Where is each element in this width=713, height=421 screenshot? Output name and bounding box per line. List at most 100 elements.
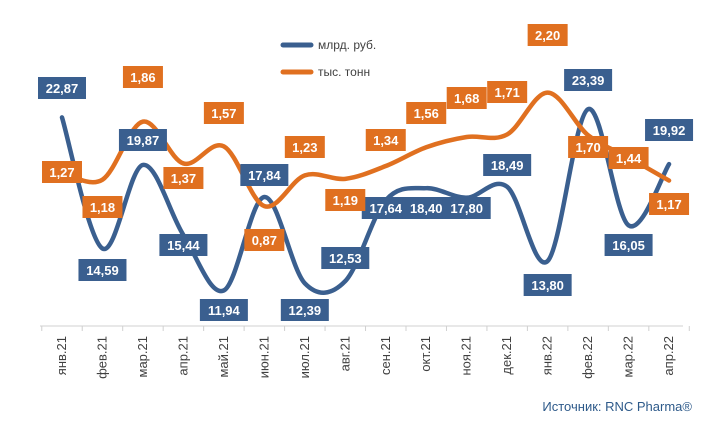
data-label-text: 23,39 xyxy=(572,73,605,88)
data-label: 1,56 xyxy=(406,102,447,124)
data-label-box xyxy=(442,197,491,219)
data-label-box xyxy=(203,102,244,124)
data-label-box xyxy=(284,136,325,158)
x-tick-label: сен.21 xyxy=(378,336,393,375)
data-label: 1,57 xyxy=(203,102,244,124)
data-label-text: 1,44 xyxy=(616,151,642,166)
data-label: 11,94 xyxy=(199,299,248,321)
data-label-box xyxy=(487,81,528,103)
data-label: 18,49 xyxy=(483,154,532,176)
data-label-box xyxy=(645,119,694,141)
data-label-text: 1,57 xyxy=(211,106,236,121)
data-label-box xyxy=(42,161,82,183)
data-label: 1,68 xyxy=(446,87,487,109)
data-label-box xyxy=(523,274,572,296)
data-label-box xyxy=(78,259,127,281)
data-label: 12,39 xyxy=(280,299,329,321)
data-label-text: 1,71 xyxy=(495,85,520,100)
data-label-box xyxy=(240,164,289,186)
data-label-box xyxy=(446,87,487,109)
data-label-text: 17,64 xyxy=(369,201,402,216)
data-label-box xyxy=(361,197,410,219)
legend: млрд. руб. тыс. тонн xyxy=(280,38,376,79)
data-label-text: 22,87 xyxy=(46,81,79,96)
data-label-text: 11,94 xyxy=(208,303,241,318)
legend-label: тыс. тонн xyxy=(318,65,370,79)
data-label: 1,37 xyxy=(163,167,204,189)
data-label-box xyxy=(568,136,609,158)
data-label-text: 1,37 xyxy=(171,171,196,186)
x-tick-label: июн.21 xyxy=(256,336,271,378)
data-label: 0,87 xyxy=(244,229,285,251)
data-label-text: 2,20 xyxy=(535,28,560,43)
data-labels: 22,87 14,59 19,87 15,44 11,94 17,84 12,39 12,53… xyxy=(38,24,694,321)
x-tick-label: фев.22 xyxy=(580,336,595,379)
data-label-box xyxy=(82,196,123,218)
x-tick-label: май.21 xyxy=(216,336,231,378)
data-label-box xyxy=(199,299,248,321)
x-tick-label: янв.22 xyxy=(540,336,555,375)
x-tick-label: июл.21 xyxy=(297,336,312,378)
data-label: 16,05 xyxy=(604,234,653,256)
legend-label: млрд. руб. xyxy=(318,38,376,52)
data-label: 22,87 xyxy=(38,77,86,99)
data-label-box xyxy=(564,69,613,91)
data-label-box xyxy=(483,154,532,176)
data-label-box xyxy=(244,229,285,251)
data-label-box xyxy=(159,234,208,256)
data-label-text: 12,39 xyxy=(289,303,322,318)
data-label-text: 17,84 xyxy=(248,168,281,183)
data-label: 17,64 xyxy=(361,197,410,219)
data-label: 12,53 xyxy=(321,247,370,269)
data-label-text: 1,68 xyxy=(454,91,479,106)
data-label-box xyxy=(608,147,649,169)
data-label-text: 18,49 xyxy=(491,158,524,173)
data-label: 1,71 xyxy=(487,81,528,103)
data-label: 1,34 xyxy=(365,129,406,151)
data-label-text: 19,92 xyxy=(653,123,686,138)
data-label-text: 19,87 xyxy=(127,133,160,148)
data-label-box xyxy=(402,197,451,219)
data-label-text: 14,59 xyxy=(86,263,119,278)
x-tick-label: окт.21 xyxy=(418,336,433,372)
data-label-text: 1,19 xyxy=(333,193,358,208)
data-label-box xyxy=(365,129,406,151)
data-label-text: 1,86 xyxy=(130,70,155,85)
x-tick-label: авг.21 xyxy=(337,336,352,371)
data-label-text: 15,44 xyxy=(167,238,200,253)
data-label-box xyxy=(321,247,370,269)
data-label: 1,23 xyxy=(284,136,325,158)
source-note: Источник: RNC Pharma® xyxy=(542,399,692,414)
x-tick-label: мар.22 xyxy=(621,336,636,377)
data-label-box xyxy=(604,234,653,256)
data-label: 1,27 xyxy=(42,161,82,183)
x-tick-label: мар.21 xyxy=(135,336,150,377)
data-label: 1,86 xyxy=(122,66,163,88)
data-label-text: 1,34 xyxy=(373,133,399,148)
data-label-box xyxy=(325,189,366,211)
data-label-text: 1,70 xyxy=(575,140,600,155)
data-label: 13,80 xyxy=(523,274,572,296)
data-label: 19,92 xyxy=(645,119,694,141)
data-label-box xyxy=(406,102,447,124)
data-label-text: 1,56 xyxy=(414,106,439,121)
data-label: 14,59 xyxy=(78,259,127,281)
x-tick-label: апр.22 xyxy=(661,336,676,376)
data-label-text: 17,80 xyxy=(450,201,483,216)
data-label: 17,80 xyxy=(442,197,491,219)
data-label-box xyxy=(118,129,167,151)
data-label-box xyxy=(163,167,204,189)
x-tick-label: янв.21 xyxy=(54,336,69,375)
data-label: 1,70 xyxy=(568,136,609,158)
data-label-text: 18,40 xyxy=(410,201,443,216)
data-label-box xyxy=(649,193,690,215)
data-label-text: 0,87 xyxy=(252,233,277,248)
data-label-box xyxy=(527,24,568,46)
data-label: 1,44 xyxy=(608,147,649,169)
data-label-text: 1,18 xyxy=(90,200,115,215)
data-label: 1,18 xyxy=(82,196,123,218)
data-label: 23,39 xyxy=(564,69,613,91)
data-label-text: 1,27 xyxy=(49,165,74,180)
data-label: 1,19 xyxy=(325,189,366,211)
